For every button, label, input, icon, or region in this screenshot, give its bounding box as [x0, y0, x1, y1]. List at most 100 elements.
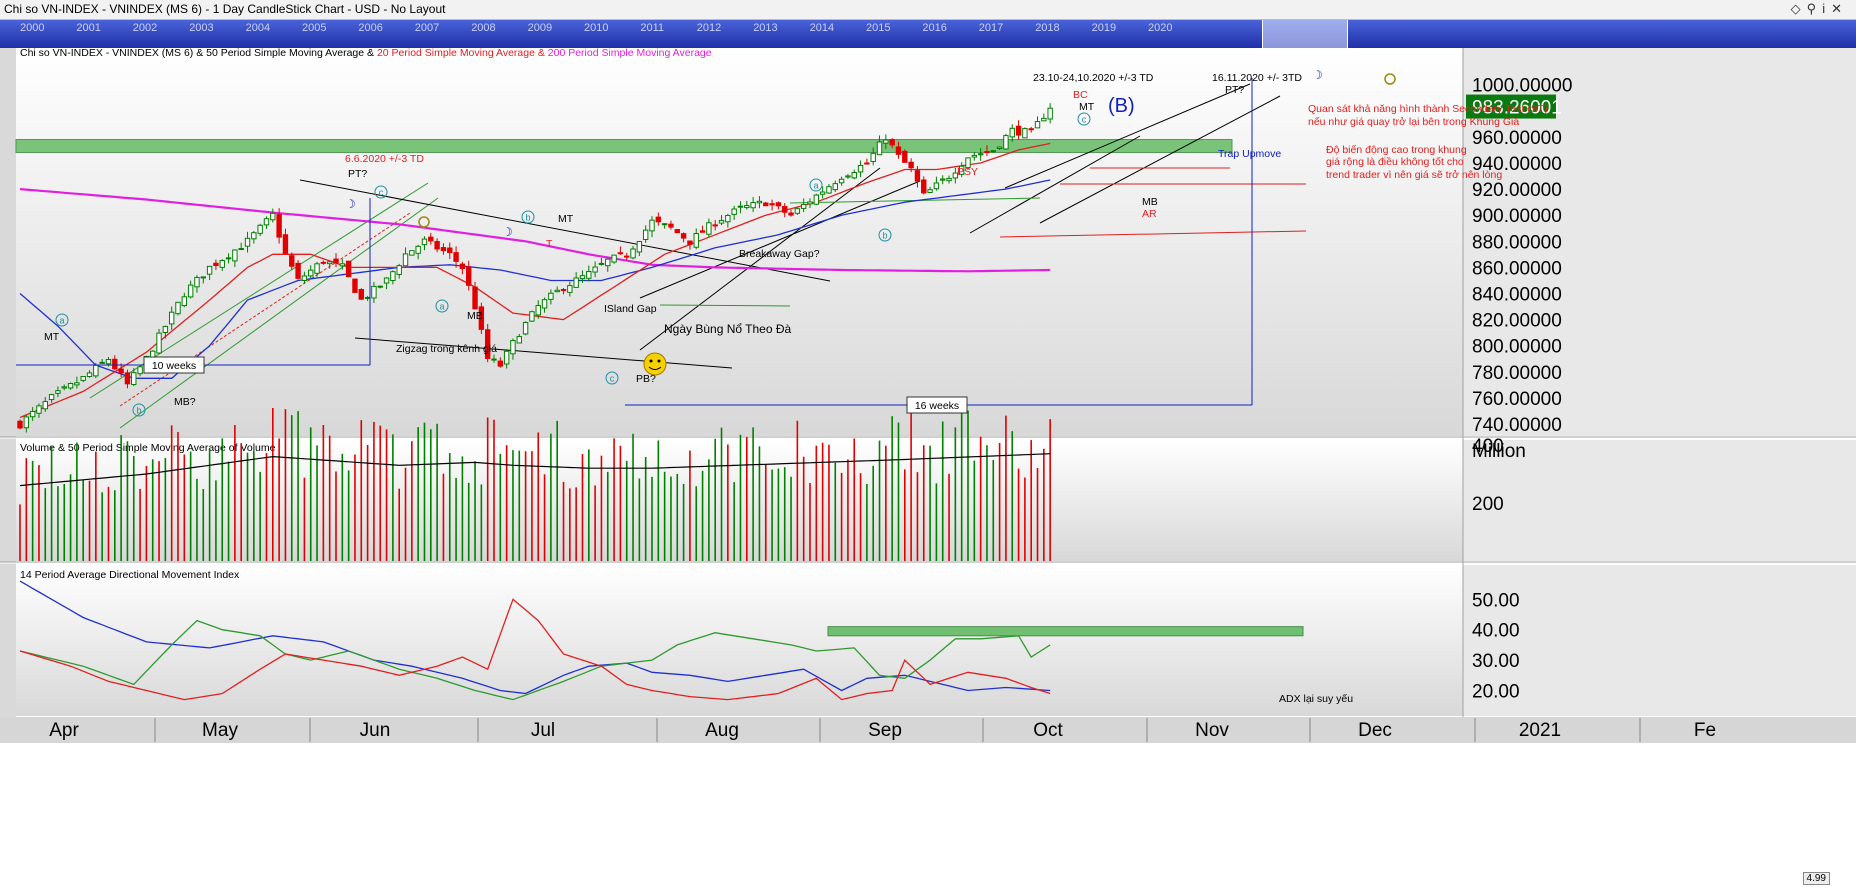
up-candle — [364, 296, 371, 299]
annotation-mt-oct: MT — [1079, 101, 1095, 113]
year-range-selector[interactable] — [1262, 20, 1348, 48]
annotation-wave-b2: b — [525, 213, 530, 223]
year-2005[interactable]: 2005 — [302, 22, 327, 34]
volume-panel-title: Volume & 50 Period Simple Moving Average… — [20, 442, 276, 454]
year-navigator[interactable]: 2000 2001 2002 2003 2004 2005 2006 2007 2008 2009… — [0, 20, 1856, 48]
annotation-pb-q: PB? — [636, 373, 656, 385]
annotation-mb-q: MB? — [174, 396, 196, 408]
year-2018[interactable]: 2018 — [1035, 22, 1060, 34]
year-2001[interactable]: 2001 — [76, 22, 101, 34]
up-candle — [693, 233, 699, 248]
price-tick-label: 800.00000 — [1472, 337, 1562, 358]
wave-circle — [521, 210, 535, 224]
sma20-line — [19, 142, 1051, 419]
annotation-wave-b: (B) — [1108, 95, 1135, 117]
annotation-wave-c3: c — [1082, 115, 1087, 125]
up-candle — [219, 260, 225, 268]
adx-panel-bg-shade — [16, 565, 1463, 716]
year-2000[interactable]: 2000 — [20, 22, 45, 34]
up-candle — [371, 285, 377, 299]
diamond-icon[interactable]: ◇ — [1790, 1, 1807, 16]
price-tick-label: 960.00000 — [1472, 128, 1562, 149]
year-2015[interactable]: 2015 — [866, 22, 891, 34]
up-candle — [339, 263, 346, 267]
wave-circle — [605, 371, 619, 385]
chart-svg[interactable]: Chi so VN-INDEX - VNINDEX (MS 6) & 50 Pe… — [0, 48, 1856, 891]
year-2019[interactable]: 2019 — [1091, 22, 1117, 34]
year-2006[interactable]: 2006 — [358, 22, 383, 34]
year-2020[interactable]: 2020 — [1148, 22, 1173, 34]
down-candle — [428, 236, 434, 242]
year-2002[interactable]: 2002 — [132, 22, 158, 34]
up-candle — [958, 165, 965, 175]
up-candle — [131, 372, 137, 385]
year-2011[interactable]: 2011 — [640, 22, 665, 34]
up-candle — [706, 222, 712, 235]
up-candle — [244, 237, 251, 247]
year-2008[interactable]: 2008 — [471, 22, 496, 34]
info-icon[interactable]: i — [1822, 1, 1832, 16]
up-candle — [636, 241, 643, 253]
up-candle — [725, 215, 731, 223]
year-2007[interactable]: 2007 — [414, 22, 440, 34]
annotation-ar: AR — [1142, 208, 1157, 220]
down-candle — [484, 329, 491, 359]
year-2004[interactable]: 2004 — [245, 22, 271, 34]
price-tick-label: 1000.00000 — [1472, 76, 1572, 97]
up-candle — [800, 204, 807, 209]
month-label: Fe — [1694, 720, 1716, 741]
down-candle — [478, 306, 485, 330]
nov-channel-upper — [1004, 83, 1251, 189]
up-candle — [996, 146, 1003, 149]
year-2017[interactable]: 2017 — [978, 22, 1004, 34]
year-2016[interactable]: 2016 — [922, 22, 947, 34]
year-2010[interactable]: 2010 — [584, 22, 609, 34]
up-candle — [750, 202, 756, 209]
smiley-icon — [643, 352, 667, 376]
target-marker-icon — [418, 216, 430, 228]
down-candle — [289, 255, 295, 267]
pin-icon[interactable]: ⚲ — [1806, 1, 1823, 16]
up-candle — [870, 152, 876, 163]
adx-line — [19, 580, 1051, 695]
down-candle — [699, 230, 706, 233]
down-candle — [1015, 125, 1022, 136]
wave-circle — [809, 178, 823, 192]
up-candle — [977, 153, 984, 156]
down-candle — [775, 202, 782, 207]
year-2013[interactable]: 2013 — [753, 22, 778, 34]
up-candle — [832, 183, 838, 191]
annotation-wave-c2: c — [610, 374, 615, 384]
down-candle — [466, 266, 472, 286]
month-label: Oct — [1033, 720, 1063, 741]
down-candle — [1028, 128, 1034, 131]
up-candle — [206, 265, 213, 275]
year-2014[interactable]: 2014 — [809, 22, 835, 34]
year-2009[interactable]: 2009 — [527, 22, 553, 34]
year-2003[interactable]: 2003 — [189, 22, 214, 34]
up-candle — [718, 219, 725, 224]
down-candle — [617, 252, 624, 255]
up-candle — [421, 238, 428, 246]
close-icon[interactable]: ✕ — [1831, 1, 1848, 16]
up-candle — [409, 250, 415, 256]
up-candle — [1047, 107, 1053, 120]
down-candle — [908, 161, 914, 169]
price-title-part-1: 20 Period Simple Moving Average & — [377, 48, 548, 59]
down-candle — [921, 179, 927, 194]
up-candle — [946, 177, 952, 182]
up-candle — [55, 390, 61, 394]
adx-zone — [827, 626, 1304, 637]
annotation-pt1: PT? — [348, 168, 367, 180]
minus-di-line — [19, 598, 1051, 701]
year-2012[interactable]: 2012 — [696, 22, 722, 34]
price-panel-title: Chi so VN-INDEX - VNINDEX (MS 6) & 50 Pe… — [20, 48, 712, 59]
up-candle — [1022, 128, 1028, 139]
price-title-part-0: Chi so VN-INDEX - VNINDEX (MS 6) & 50 Pe… — [20, 48, 377, 59]
up-candle — [168, 311, 175, 325]
up-candle — [927, 189, 933, 193]
down-candle — [295, 262, 301, 279]
up-candle — [630, 248, 636, 259]
up-candle — [807, 201, 813, 205]
title-bar: Chi so VN-INDEX - VNINDEX (MS 6) - 1 Day… — [0, 0, 1856, 20]
